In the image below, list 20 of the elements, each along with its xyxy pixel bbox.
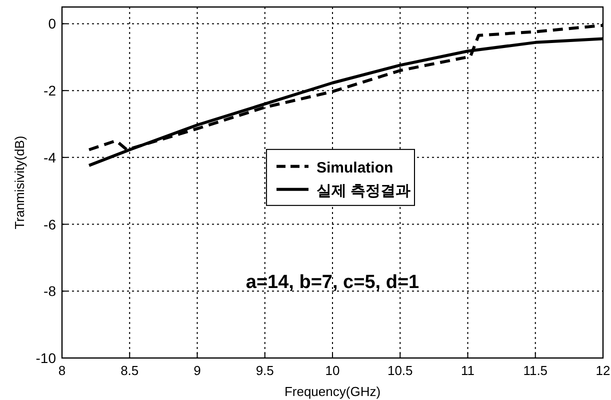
y-tick-label: -6 bbox=[44, 216, 56, 232]
x-axis-title: Frequency(GHz) bbox=[284, 384, 381, 399]
annotation: a=14, b=7, c=5, d=1 bbox=[246, 272, 420, 293]
x-tick-label: 8.5 bbox=[120, 363, 139, 378]
x-tick-label: 8 bbox=[58, 363, 66, 378]
y-tick-label: -8 bbox=[44, 283, 56, 300]
y-tick-label: -10 bbox=[36, 350, 56, 366]
x-tick-label: 9.5 bbox=[256, 363, 274, 378]
y-tick-label: -4 bbox=[44, 149, 56, 166]
y-tick-label: 0 bbox=[48, 16, 56, 32]
x-tick-label: 10 bbox=[325, 363, 340, 378]
y-axis-title: Tranmisivity(dB) bbox=[12, 136, 27, 230]
x-tick-label: 9 bbox=[194, 363, 201, 378]
legend-label: 실제 측정결과 bbox=[316, 182, 411, 200]
legend-label: Simulation bbox=[316, 159, 394, 176]
x-tick-label: 11 bbox=[461, 363, 474, 378]
x-tick-label: 10.5 bbox=[387, 363, 413, 378]
y-tick-label: -2 bbox=[44, 82, 56, 99]
x-tick-label: 12 bbox=[596, 363, 610, 378]
x-tick-label: 11.5 bbox=[523, 363, 548, 378]
